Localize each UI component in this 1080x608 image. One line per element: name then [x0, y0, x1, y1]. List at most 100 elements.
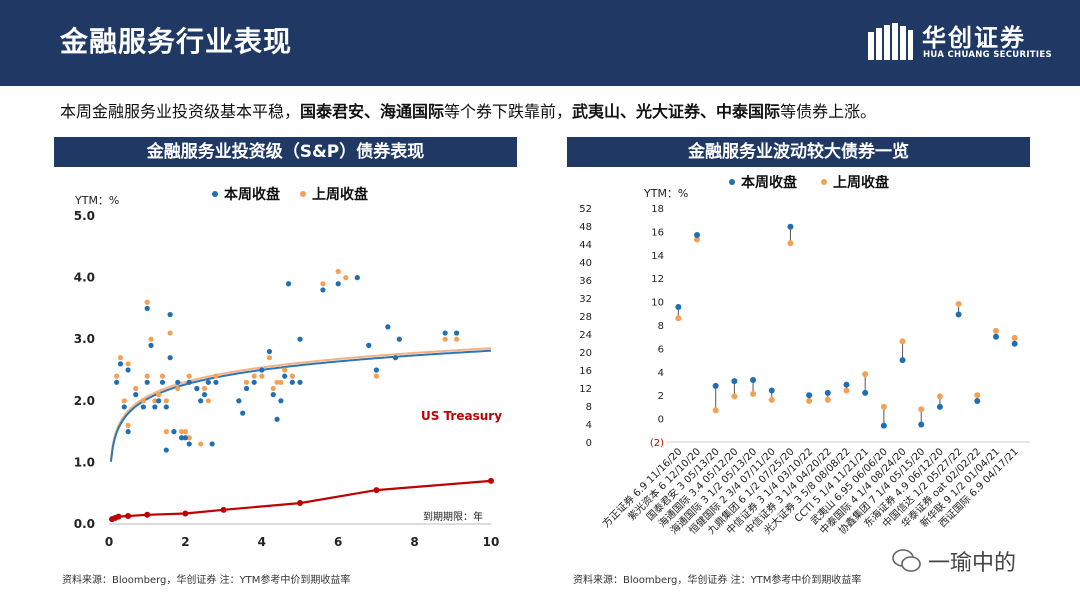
- point-last-week: [862, 371, 869, 378]
- point-last-week: [955, 300, 962, 307]
- point-this-week: [236, 398, 242, 404]
- point-this-week: [182, 435, 188, 441]
- point-this-week: [194, 385, 200, 392]
- point-this-week: [442, 330, 448, 336]
- point-this-week: [366, 342, 372, 348]
- point-this-week: [148, 342, 154, 348]
- point-last-week: [125, 361, 131, 367]
- right-points: [675, 223, 1018, 429]
- point-this-week: [335, 281, 341, 287]
- point-this-week: [270, 392, 276, 398]
- legend-last-week-label: 上周收盘: [312, 186, 368, 203]
- summary-bold-2: 武夷山、光大证券、中泰国际: [572, 102, 781, 121]
- legend-this-week-marker: [212, 191, 218, 197]
- point-last-week: [156, 392, 162, 398]
- point-last-week: [274, 379, 280, 385]
- legend-last-week-marker: [300, 191, 306, 197]
- logo-name-cn: 华创证券: [922, 24, 1026, 52]
- left-chart: YTM：% 本周收盘 上周收盘 0.0 1.0 2.0 3.0 4.0 5.0 0 2 4 6 8 1…: [74, 186, 502, 549]
- left-y-tick-label: 20: [579, 348, 592, 359]
- point-last-week: [880, 403, 887, 410]
- point-this-week: [178, 435, 185, 441]
- header-bar: 金融服务行业表现 华创证券 HUA CHUANG SECURITIES: [0, 0, 1080, 86]
- treasury-point: [297, 500, 303, 507]
- y-tick-label: 0.0: [74, 517, 95, 531]
- point-this-week: [1011, 340, 1018, 347]
- y-tick-label: 4.0: [74, 271, 95, 285]
- x-tick-label: 0: [105, 535, 113, 549]
- x-tick-label: 6: [334, 535, 342, 549]
- point-last-week: [186, 435, 192, 441]
- right-y-tick-label: 6: [658, 344, 664, 355]
- point-this-week: [163, 447, 169, 453]
- point-last-week: [918, 406, 925, 413]
- point-this-week: [167, 311, 173, 318]
- point-this-week: [320, 287, 326, 293]
- point-this-week: [731, 378, 738, 385]
- point-this-week: [167, 355, 173, 361]
- point-this-week: [140, 404, 146, 410]
- left-fit-curves: [109, 347, 492, 462]
- left-y-tick-label: 44: [579, 240, 592, 251]
- logo-name-en: HUA CHUANG SECURITIES: [923, 50, 1052, 60]
- left-y-tick-label: 4: [586, 420, 592, 431]
- treasury-curve: [109, 477, 494, 523]
- point-this-week: [266, 348, 273, 355]
- point-this-week: [240, 410, 246, 416]
- point-this-week: [144, 379, 150, 385]
- treasury-point: [182, 510, 189, 517]
- point-this-week: [712, 382, 719, 389]
- point-this-week: [243, 385, 250, 392]
- point-this-week: [843, 381, 850, 388]
- y-tick-label: 5.0: [74, 209, 95, 223]
- point-last-week: [243, 379, 250, 385]
- point-last-week: [198, 441, 204, 447]
- point-last-week: [343, 275, 349, 281]
- point-this-week: [955, 311, 962, 318]
- treasury-point: [220, 506, 227, 513]
- point-this-week: [125, 367, 131, 373]
- left-y-tick-label: 48: [579, 222, 592, 233]
- point-last-week: [266, 355, 273, 361]
- point-this-week: [251, 379, 257, 385]
- point-this-week: [787, 223, 794, 230]
- x-tick-label: 8: [410, 535, 418, 549]
- point-this-week: [159, 379, 166, 385]
- left-y-tick-label: 12: [579, 384, 592, 395]
- point-this-week: [121, 404, 127, 410]
- left-y-tick-label: 8: [586, 402, 592, 413]
- right-y-axis-label: YTM：%: [643, 187, 688, 200]
- point-this-week: [156, 398, 162, 404]
- point-this-week: [974, 398, 981, 405]
- point-last-week: [163, 429, 169, 435]
- point-this-week: [297, 336, 303, 342]
- point-last-week: [175, 385, 181, 392]
- point-last-week: [201, 385, 208, 392]
- right-y-tick-label: 10: [651, 298, 664, 309]
- point-last-week: [133, 385, 139, 392]
- point-last-week: [282, 367, 288, 373]
- point-this-week: [454, 330, 460, 336]
- right-source-note: 资料来源：Bloomberg，华创证券 注：YTM参考中价到期收益率: [573, 575, 862, 586]
- point-this-week: [278, 398, 284, 404]
- point-last-week: [278, 379, 284, 385]
- point-this-week: [992, 333, 999, 340]
- point-this-week: [117, 361, 124, 367]
- left-y-tick-label: 40: [579, 258, 592, 269]
- legend-this-week-label: 本周收盘: [224, 186, 280, 203]
- point-this-week: [768, 387, 775, 394]
- point-this-week: [201, 392, 208, 398]
- wechat-icon: [892, 549, 921, 572]
- legend-last-week-label: 上周收盘: [833, 175, 889, 191]
- point-last-week: [768, 396, 775, 403]
- legend-this-week-marker: [729, 179, 735, 185]
- right-y-tick-label: 14: [651, 251, 664, 262]
- point-this-week: [899, 357, 906, 364]
- right-y-tick-label: 0: [658, 415, 664, 426]
- right-y-tick-label: 8: [658, 321, 664, 332]
- point-last-week: [163, 398, 169, 404]
- point-this-week: [144, 305, 150, 311]
- point-last-week: [936, 393, 943, 400]
- point-this-week: [125, 429, 131, 435]
- right-y-tick-label: 18: [651, 204, 664, 215]
